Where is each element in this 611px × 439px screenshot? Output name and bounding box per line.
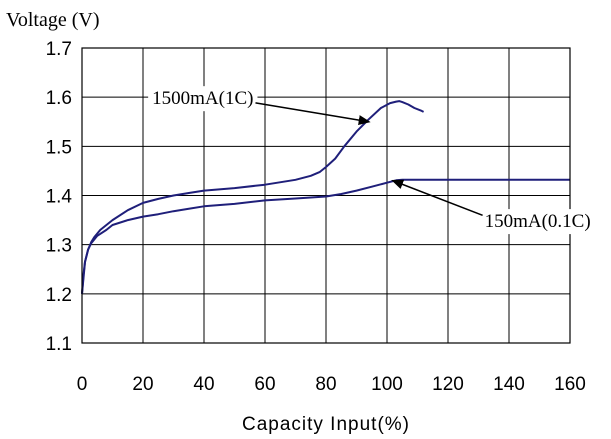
y-axis-label: Voltage (V) — [6, 9, 100, 31]
plot-frame — [81, 47, 571, 344]
annotation-background — [148, 86, 258, 112]
y-tick-label: 1.1 — [46, 334, 72, 355]
annotation-label: 150mA(0.1C) — [485, 211, 591, 232]
y-tick-label: 1.6 — [46, 88, 72, 109]
annotations: 1500mA(1C) 150mA(0.1C) — [148, 86, 595, 235]
y-tick-label: 1.3 — [46, 236, 72, 257]
series-line-1 — [81, 100, 425, 294]
series-line-2 — [81, 178, 570, 294]
x-tick-label: 100 — [371, 374, 403, 395]
y-tick-label: 1.5 — [46, 137, 72, 158]
x-tick-label: 120 — [432, 374, 464, 395]
x-tick-label: 60 — [254, 374, 275, 395]
y-tick-label: 1.2 — [46, 285, 72, 306]
x-tick-label: 160 — [554, 374, 586, 395]
x-axis-label: Capacity Input(%) — [242, 414, 410, 435]
x-tick-label: 20 — [132, 374, 153, 395]
y-tick-labels: 1.7 1.6 1.5 1.4 1.3 1.2 1.1 — [46, 39, 73, 355]
x-tick-label: 140 — [493, 374, 525, 395]
annotation-background — [480, 209, 595, 235]
x-tick-label: 40 — [193, 374, 214, 395]
x-tick-label: 80 — [315, 374, 336, 395]
annotation-arrow — [391, 179, 483, 216]
x-tick-label: 0 — [77, 374, 88, 395]
x-tick-labels: 0 20 40 60 80 100 120 140 160 — [77, 374, 586, 395]
annotation-arrow — [255, 102, 371, 126]
annotation-label: 1500mA(1C) — [152, 88, 253, 109]
series-lines — [81, 100, 570, 294]
y-tick-label: 1.7 — [46, 39, 72, 60]
y-tick-label: 1.4 — [46, 187, 73, 208]
